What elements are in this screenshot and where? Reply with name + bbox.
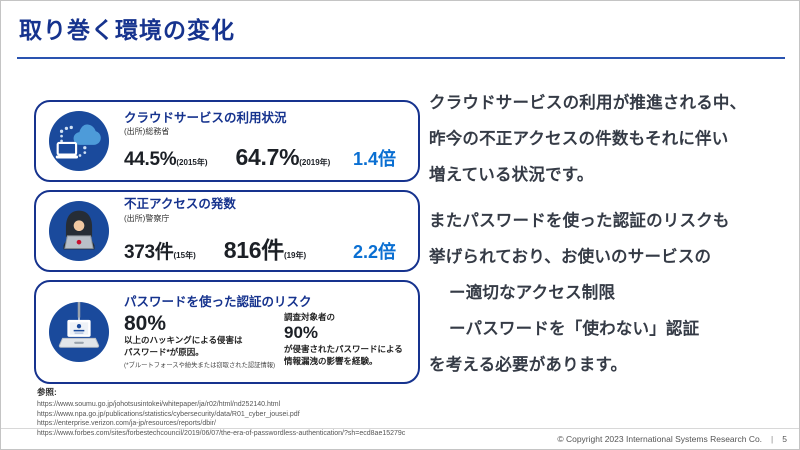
stat-footnote: (*ブルートフォースや紛失または窃取された認証情報) (124, 362, 276, 370)
reference-url: https://www.soumu.go.jp/johotsusintokei/… (37, 401, 281, 408)
card-columns: 80% 以上のハッキングによる侵害は パスワード*が原因。 (*ブルートフォース… (124, 312, 408, 369)
description-text: クラウドサービスの利用が推進される中、 昨今の不正アクセスの件数もそれに伴い 増… (429, 85, 791, 383)
stat-card-unauthorized-access: 不正アクセスの発数 (出所)警察庁 373件(15年) 816件(19年) 2.… (34, 190, 420, 272)
card-stats: 44.5%(2015年) 64.7%(2019年) 1.4倍 (124, 144, 408, 171)
card-title: クラウドサービスの利用状況 (124, 110, 287, 125)
stat-card-cloud-usage: クラウドサービスの利用状況 (出所)総務省 44.5%(2015年) 64.7%… (34, 100, 420, 182)
slide-footer: © Copyright 2023 International Systems R… (1, 428, 799, 449)
title-underline (17, 57, 785, 59)
reference-url: https://www.forbes.com/sites/forbestechc… (37, 429, 406, 437)
references-label: 参照: (37, 387, 57, 397)
stat-multiplier: 2.2倍 (352, 241, 396, 262)
stat-card-password-risk: パスワードを使った認証のリスク 80% 以上のハッキングによる侵害は パスワード… (34, 280, 420, 384)
hacking-stat-column: 80% 以上のハッキングによる侵害は パスワード*が原因。 (*ブルートフォース… (124, 312, 276, 370)
breach-stat-column: 調査対象者の 90% が侵害されたパスワードによる 情報漏洩の影響を経験。 (284, 312, 408, 369)
reference-url: https://enterprise.verizon.com/ja-jp/res… (37, 420, 216, 428)
card-title: 不正アクセスの発数 (124, 197, 236, 212)
footer-separator: | (771, 434, 774, 444)
page-number: 5 (782, 434, 787, 444)
stat-after: 64.7%(2019年) (235, 144, 331, 171)
stat-after: 816件(19年) (223, 236, 307, 263)
copyright-text: © Copyright 2023 International Systems R… (557, 434, 763, 444)
bullet-passwordless-auth: ーパスワードを「使わない」認証 (449, 320, 700, 338)
card-stats: 373件(15年) 816件(19年) 2.2倍 (124, 231, 408, 265)
card-source: (出所)総務省 (124, 127, 170, 137)
reference-url: https://www.npa.go.jp/publications/stati… (37, 410, 300, 418)
bullet-access-restriction: ー適切なアクセス制限 (449, 284, 616, 302)
cloud-upload-icon (48, 110, 110, 172)
references: 参照: https://www.soumu.go.jp/johotsusinto… (37, 386, 457, 439)
card-title: パスワードを使った認証のリスク (124, 294, 312, 309)
card-source: (出所)警察庁 (124, 213, 170, 223)
stat-multiplier: 1.4倍 (352, 149, 396, 170)
stat-before: 44.5%(2015年) (124, 149, 208, 171)
stat-value: 90% (284, 323, 319, 343)
page-title: 取り巻く環境の変化 (19, 17, 235, 43)
hacker-icon (48, 200, 110, 262)
stat-before: 373件(15年) (124, 241, 196, 263)
phishing-icon (48, 301, 110, 363)
stat-value: 80% (124, 312, 167, 336)
